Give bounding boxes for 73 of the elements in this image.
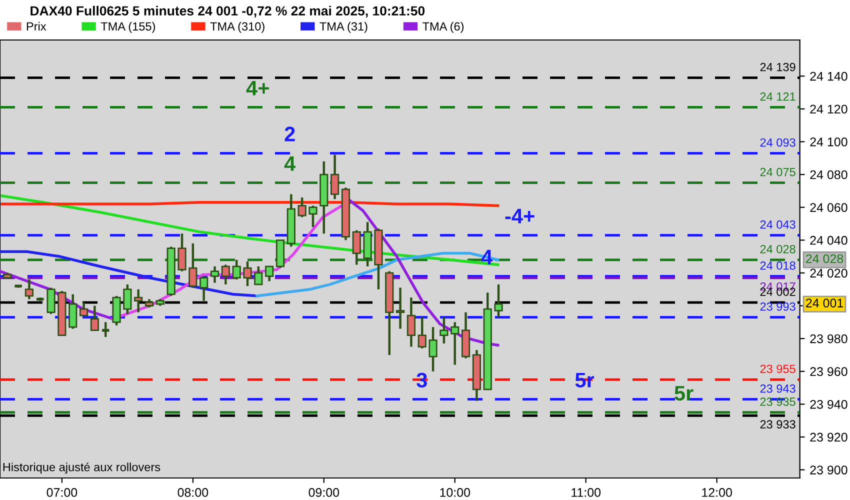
candlestick <box>134 288 143 314</box>
annotation: Historique ajusté aux rollovers <box>3 462 160 474</box>
y-tick-label: 23 940 <box>810 400 848 409</box>
candlestick <box>265 265 274 282</box>
chart-title: DAX40 Full0625 5 minutes 24 001 -0,72 % 22 mai 2025, 10:21:50 <box>30 6 425 18</box>
y-tick-label: 23 920 <box>810 432 848 442</box>
ref-line-label: 23 993 <box>760 302 796 311</box>
annotation: 24 001 <box>806 298 844 308</box>
candlestick <box>254 265 263 286</box>
x-tick-label: 07:00 <box>46 488 78 497</box>
candlestick <box>440 316 448 345</box>
ref-line-label: 24 121 <box>760 92 796 101</box>
x-tick-label: 09:00 <box>308 488 340 497</box>
ref-line-label: 23 943 <box>760 384 796 393</box>
ref-line-label: 24 043 <box>760 220 796 229</box>
annotation: 2 <box>284 126 295 142</box>
candlestick <box>123 283 132 316</box>
candlestick <box>308 204 318 228</box>
ref-line-label: 23 955 <box>760 364 796 374</box>
legend-label: TMA (310) <box>210 22 264 33</box>
y-tick-label: 24 100 <box>810 138 848 146</box>
ref-line-label: 24 018 <box>760 261 796 270</box>
candlestick <box>210 265 220 284</box>
x-tick-label: 12:00 <box>702 488 732 497</box>
candlestick <box>232 258 241 281</box>
legend-label: TMA (31) <box>320 22 368 33</box>
annotation: 24 028 <box>806 254 844 264</box>
candlestick <box>396 286 405 330</box>
y-tick-label: 24 140 <box>810 72 848 81</box>
candlestick <box>46 286 56 316</box>
candlestick <box>406 296 416 348</box>
y-tick-label: 24 080 <box>810 170 848 180</box>
y-tick-label: 23 980 <box>810 334 848 344</box>
y-tick-label: 24 060 <box>810 203 848 212</box>
annotation: 5r <box>674 386 694 401</box>
candlestick <box>200 275 208 302</box>
candlestick <box>188 242 198 289</box>
annotation: -4+ <box>505 208 534 224</box>
annotation: 4 <box>284 156 296 171</box>
candlestick <box>418 316 426 350</box>
x-tick-label: 10:00 <box>440 488 470 497</box>
candlestick <box>243 260 252 288</box>
candlestick <box>90 304 99 332</box>
ref-line-label: 24 139 <box>760 62 796 72</box>
x-tick-label: 11:00 <box>572 488 601 497</box>
legend-label: TMA (155) <box>100 22 155 33</box>
x-tick-label: 08:00 <box>178 488 208 497</box>
candlestick <box>221 264 230 286</box>
candlestick <box>450 321 460 366</box>
ref-line-label: 23 933 <box>760 420 796 428</box>
candlestick <box>298 196 306 218</box>
line-series <box>256 252 500 298</box>
legend-label: Prix <box>26 22 46 30</box>
candlestick <box>24 278 34 300</box>
ref-line-label: 24 075 <box>760 168 796 176</box>
y-tick-label: 24 040 <box>810 236 848 245</box>
candlestick <box>352 229 361 266</box>
ref-line-label: 24 028 <box>760 244 796 254</box>
candlestick <box>428 326 438 372</box>
y-tick-label: 23 900 <box>810 466 848 474</box>
candlestick <box>178 232 186 272</box>
candlestick <box>494 283 503 318</box>
y-tick-label: 24 120 <box>810 104 848 114</box>
candlestick <box>68 293 78 330</box>
candlestick <box>79 301 88 317</box>
y-tick-label: 23 960 <box>810 367 848 376</box>
candlestick <box>330 154 340 200</box>
legend-label: TMA (6) <box>422 22 464 33</box>
line-series <box>0 250 258 298</box>
annotation: 4+ <box>246 80 269 96</box>
ref-line-label: 23 935 <box>760 398 796 406</box>
ref-line-label: 24 093 <box>760 138 796 147</box>
y-tick-label: 24 020 <box>810 268 848 278</box>
